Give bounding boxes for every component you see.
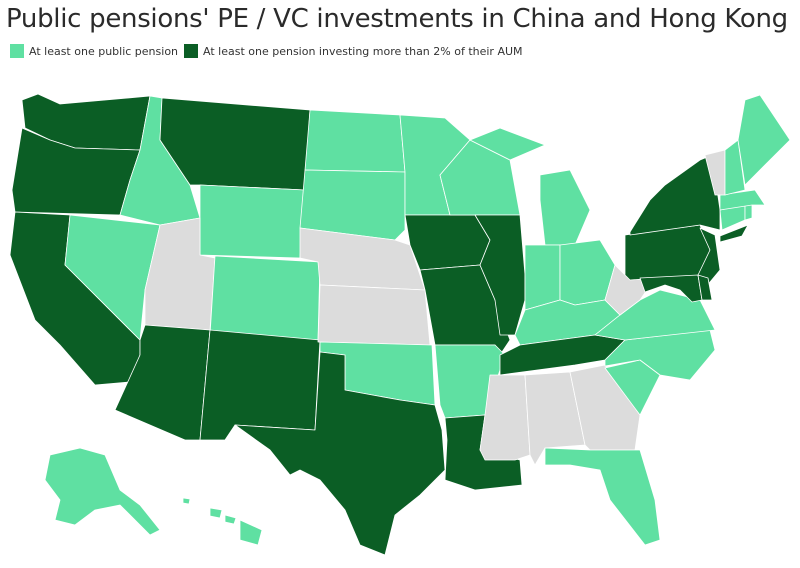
legend-swatch-light: [10, 44, 24, 58]
state-de: [697, 274, 713, 301]
state-tx: [234, 351, 446, 556]
state-hi: [209, 507, 223, 519]
state-co: [209, 255, 321, 341]
state-fl: [544, 447, 661, 546]
legend: At least one public pension At least one…: [10, 44, 529, 58]
state-ny: [629, 154, 721, 236]
legend-item-dark: At least one pension investing more than…: [184, 44, 523, 58]
state-hi: [239, 519, 263, 546]
state-mi: [469, 127, 546, 161]
state-ia: [404, 214, 491, 271]
legend-label-light: At least one public pension: [29, 44, 179, 58]
state-ak: [44, 447, 161, 536]
map-title: Public pensions' PE / VC investments in …: [6, 4, 788, 34]
state-ma: [719, 189, 766, 211]
state-hi: [224, 514, 237, 525]
state-nh: [724, 139, 746, 196]
state-me: [737, 94, 791, 186]
state-wy: [199, 184, 306, 259]
state-il: [474, 214, 526, 336]
state-ny: [719, 224, 749, 243]
legend-swatch-dark: [184, 44, 199, 58]
state-in: [524, 244, 561, 311]
state-id: [119, 95, 201, 226]
state-ks: [317, 284, 431, 346]
state-sd: [299, 169, 406, 241]
state-ri: [744, 204, 753, 221]
state-nv: [64, 214, 161, 341]
state-hi: [182, 497, 191, 505]
legend-item-light: At least one public pension: [10, 44, 178, 58]
state-nd: [304, 109, 406, 173]
state-mi: [539, 169, 591, 246]
state-nm: [199, 329, 321, 441]
legend-label-dark: At least one pension investing more than…: [203, 44, 523, 58]
